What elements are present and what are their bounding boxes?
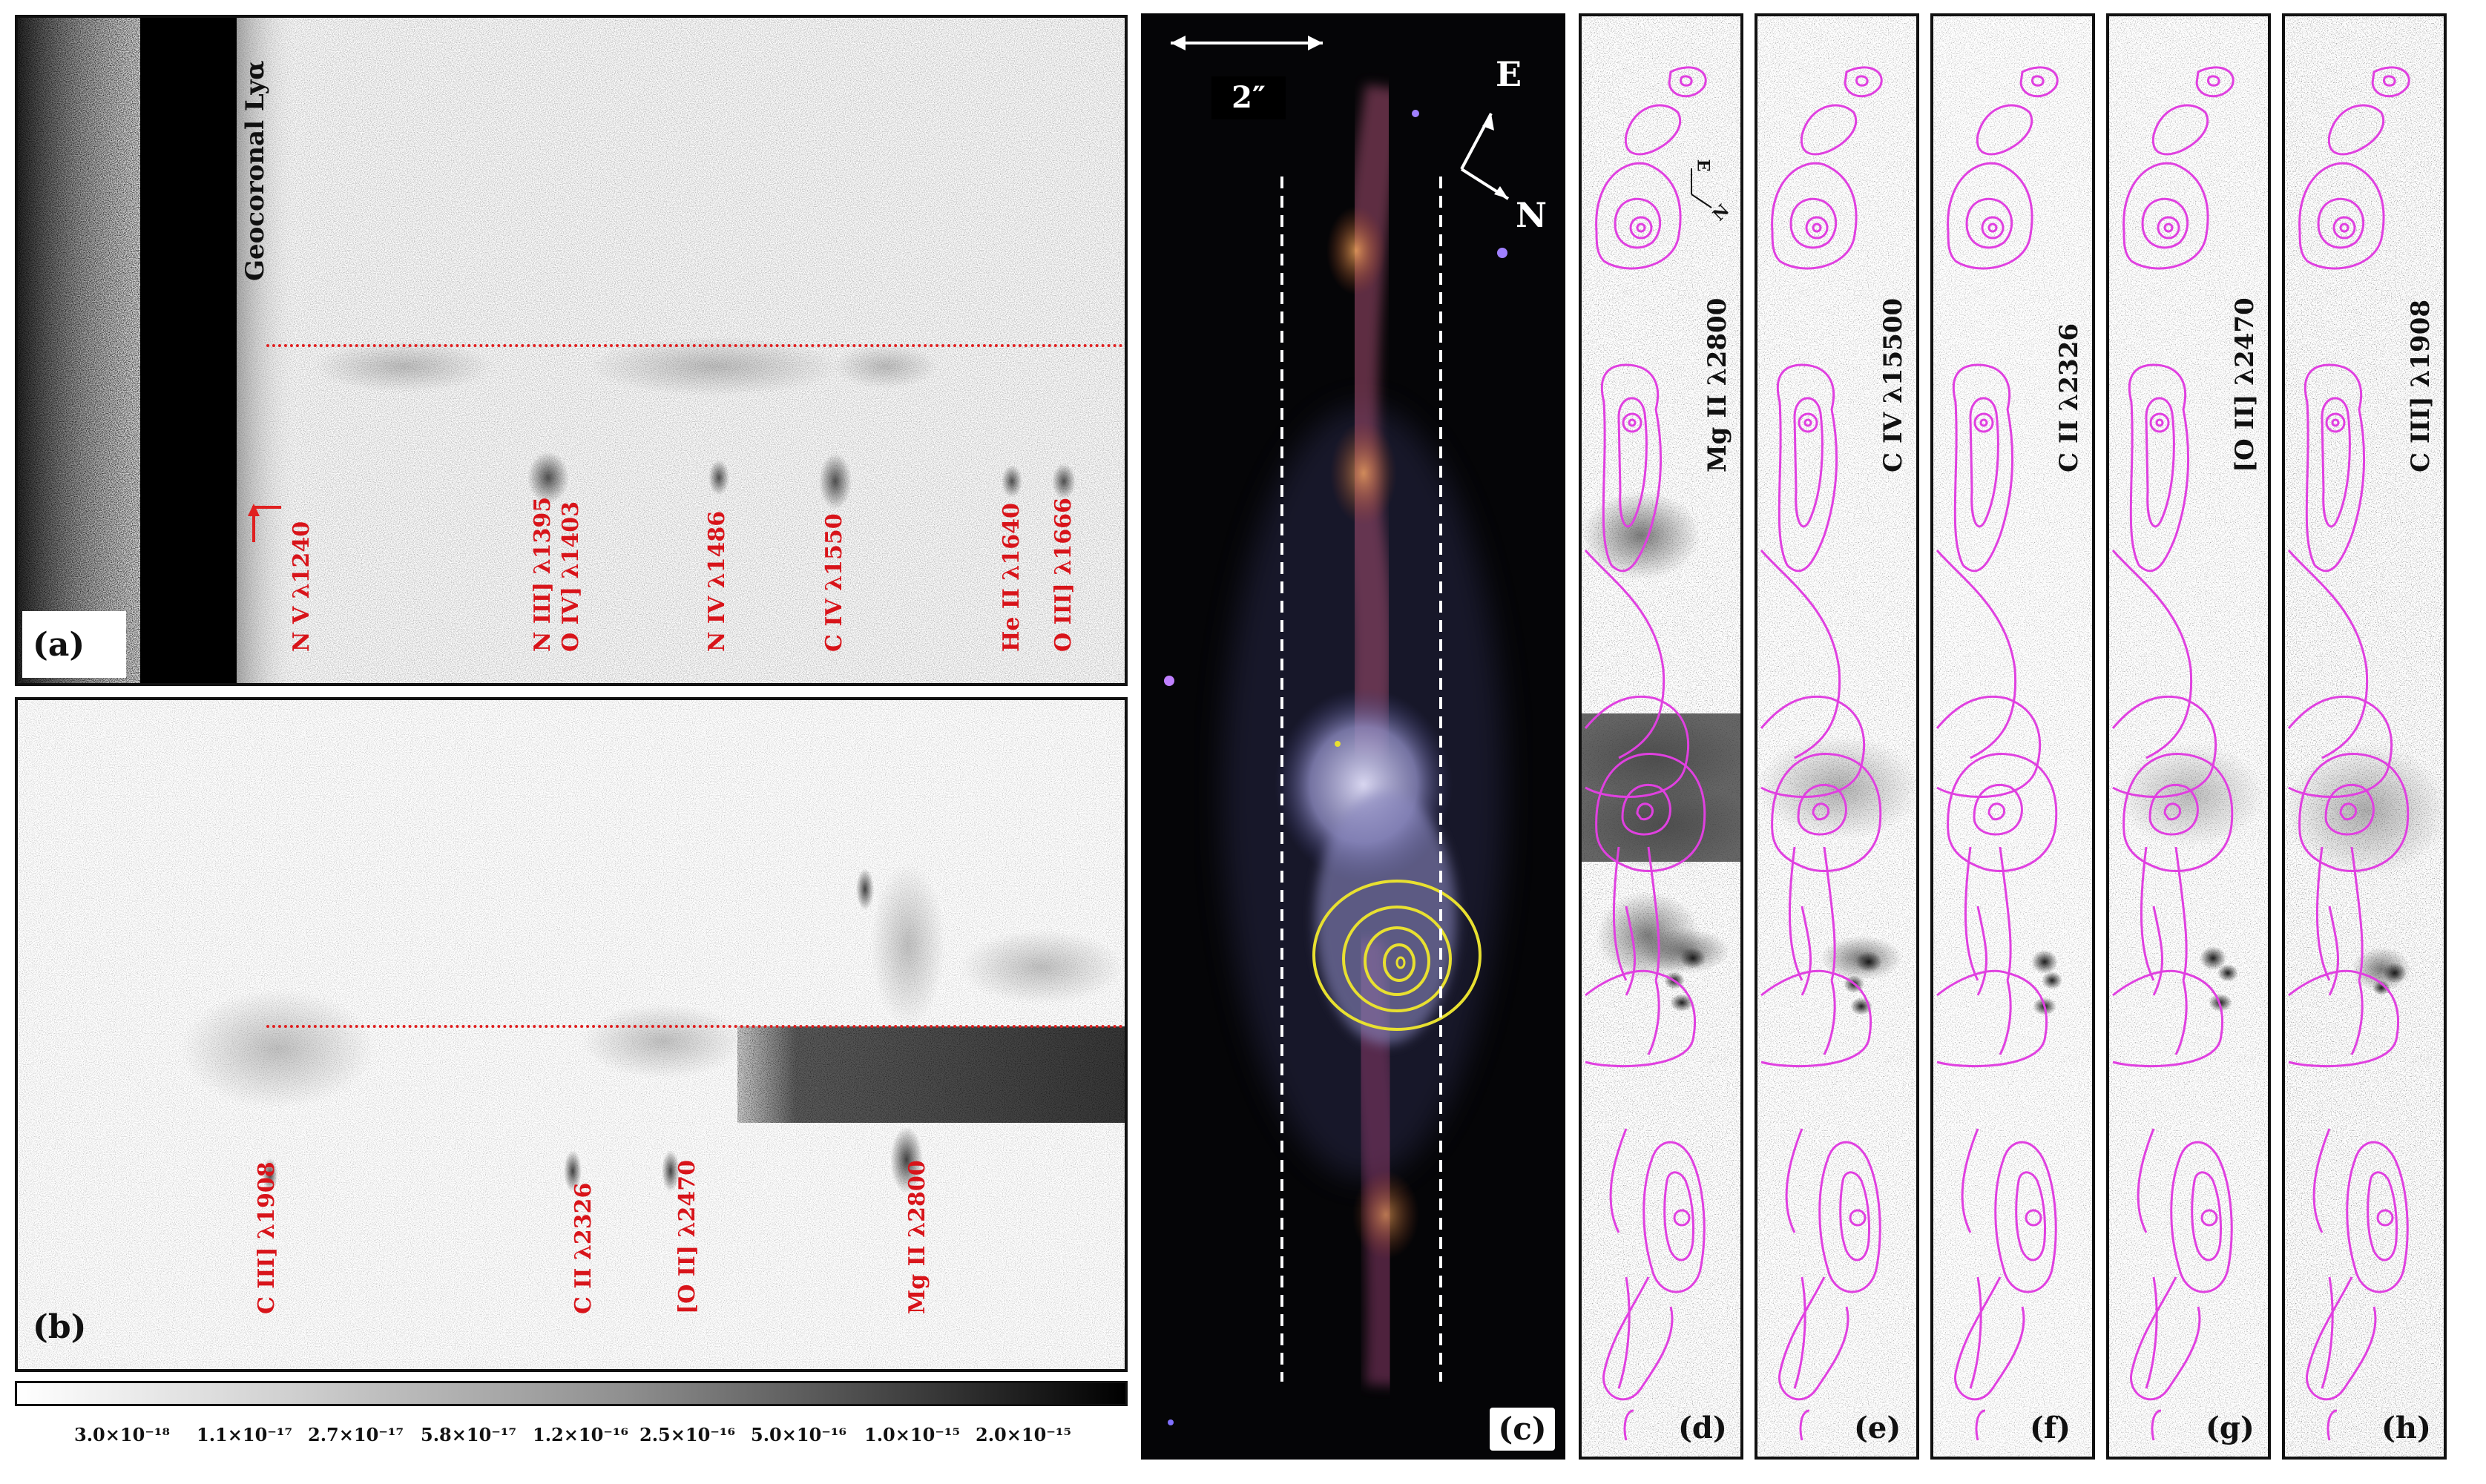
scale-bar-label: 2″ — [1211, 76, 1286, 119]
line-label-c-iii-1908: C III] λ1908 — [254, 1161, 280, 1314]
compass-east-label: E — [1496, 54, 1522, 94]
colorbar-tick-5: 1.2×10⁻¹⁶ — [533, 1424, 628, 1445]
strip-g-line-label: [O II] λ2470 — [2230, 297, 2260, 472]
line-label-o-iii-1666: O III] λ1666 — [1050, 498, 1076, 652]
strip-d-image — [1582, 16, 1740, 1457]
geocoronal-lya-label: Geocoronal Lyα — [240, 60, 270, 281]
strip-h-line-label: C III] λ1908 — [2406, 299, 2436, 472]
colorbar-tick-9: 2.0×10⁻¹⁵ — [976, 1424, 1071, 1445]
panel-b-nuv-spectrum: C III] λ1908 C II λ2326 [O II] λ2470 Mg … — [15, 697, 1128, 1372]
panel-a-uv-spectrum: Geocoronal Lyα N V λ1240 N III] λ1395 O … — [15, 15, 1128, 686]
nebula-composite-image — [1141, 13, 1565, 1460]
panel-c-letter: (c) — [1490, 1408, 1555, 1451]
line-label-n-iii-1395: N III] λ1395 — [530, 496, 556, 652]
colorbar-tick-1: 3.0×10⁻¹⁸ — [74, 1424, 170, 1445]
colorbar-tick-2: 1.1×10⁻¹⁷ — [197, 1424, 292, 1445]
strip-f-line-label: C II λ2326 — [2054, 323, 2084, 472]
panel-a-letter: (a) — [33, 626, 85, 664]
line-label-mg-ii-2800: Mg II λ2800 — [904, 1160, 930, 1314]
panel-a-reference-line — [266, 344, 1123, 347]
strip-f-c-ii: C II λ2326 (f) — [1930, 13, 2095, 1460]
line-label-c-ii-2326: C II λ2326 — [570, 1182, 596, 1314]
strip-f-image — [1933, 16, 2092, 1457]
colorbar-tick-3: 2.7×10⁻¹⁷ — [308, 1424, 404, 1445]
line-label-he-ii-1640: He II λ1640 — [999, 503, 1025, 652]
strip-g-o-ii: [O II] λ2470 (g) — [2106, 13, 2271, 1460]
strip-e-letter: (e) — [1854, 1411, 1901, 1445]
line-label-n-iv-1486: N IV λ1486 — [704, 510, 730, 652]
strip-d-mg-ii: E N Mg II λ2800 (d) — [1579, 13, 1743, 1460]
strip-h-letter: (h) — [2381, 1411, 2431, 1445]
line-label-n-v-1240: N V λ1240 — [289, 521, 315, 652]
strip-e-image — [1757, 16, 1916, 1457]
strip-h-c-iii: C III] λ1908 (h) — [2282, 13, 2447, 1460]
strip-e-line-label: C IV λ15500 — [1878, 297, 1908, 472]
colorbar-tick-7: 5.0×10⁻¹⁶ — [751, 1424, 846, 1445]
colorbar-tick-6: 2.5×10⁻¹⁶ — [639, 1424, 735, 1445]
panel-a-spectrum-image — [18, 18, 1125, 683]
line-label-o-ii-2470: [O II] λ2470 — [674, 1159, 700, 1314]
strip-h-image — [2285, 16, 2444, 1457]
compass-icon — [1460, 113, 1510, 200]
contour-yellow-2 — [1342, 906, 1452, 1012]
strip-d-compass-e: E — [1693, 159, 1713, 172]
strip-g-image — [2109, 16, 2268, 1457]
panel-b-letter: (b) — [33, 1308, 87, 1346]
strip-e-c-iv: C IV λ15500 (e) — [1755, 13, 1919, 1460]
line-label-c-iv-1550: C IV λ1550 — [821, 513, 847, 652]
panel-b-spectrum-image — [18, 700, 1125, 1369]
colorbar-tick-4: 5.8×10⁻¹⁷ — [421, 1424, 516, 1445]
contour-yellow-4 — [1383, 943, 1415, 982]
strip-compass-icon — [1691, 168, 1712, 208]
scale-bar-arrow-icon — [1171, 36, 1323, 50]
strip-g-letter: (g) — [2206, 1411, 2255, 1445]
contour-yellow-1 — [1312, 880, 1482, 1031]
contour-yellow-3 — [1364, 926, 1430, 996]
panel-b-reference-line — [266, 1025, 1123, 1028]
strip-f-letter: (f) — [2030, 1411, 2071, 1445]
colorbar-tick-8: 1.0×10⁻¹⁵ — [864, 1424, 960, 1445]
strip-d-line-label: Mg II λ2800 — [1703, 297, 1732, 472]
line-label-o-iv-1403: O IV] λ1403 — [558, 501, 584, 652]
flux-colorbar — [15, 1381, 1128, 1406]
panel-c-color-image: 2″ E N (c) — [1141, 13, 1565, 1460]
strip-d-letter: (d) — [1678, 1411, 1727, 1445]
compass-north-label: N — [1516, 195, 1548, 235]
